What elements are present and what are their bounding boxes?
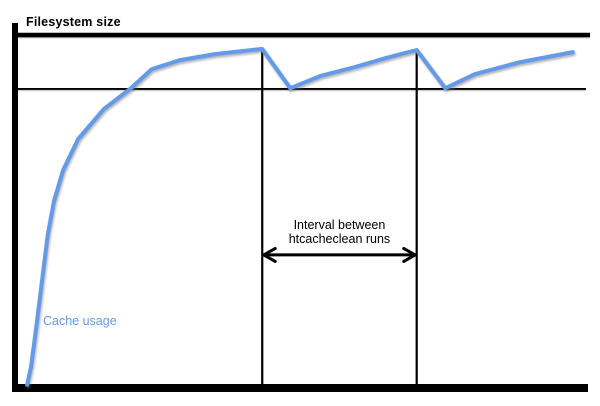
cache-usage-curve: [25, 46, 575, 387]
interval-label: Interval between htcacheclean runs: [289, 218, 390, 247]
axes: [12, 23, 588, 392]
cache-usage-label: Cache usage: [43, 314, 117, 328]
interval-label-line1: Interval between: [293, 217, 386, 232]
interval-arrow-head-left-icon: [262, 246, 277, 263]
interval-label-line2: htcacheclean runs: [288, 232, 391, 247]
filesystem-size-label: Filesystem size: [26, 15, 121, 29]
interval-arrow: [262, 246, 417, 263]
x-axis: [12, 384, 588, 392]
y-axis: [12, 23, 18, 392]
reference-lines: [18, 32, 590, 385]
interval-arrow-head-right-icon: [402, 246, 417, 263]
